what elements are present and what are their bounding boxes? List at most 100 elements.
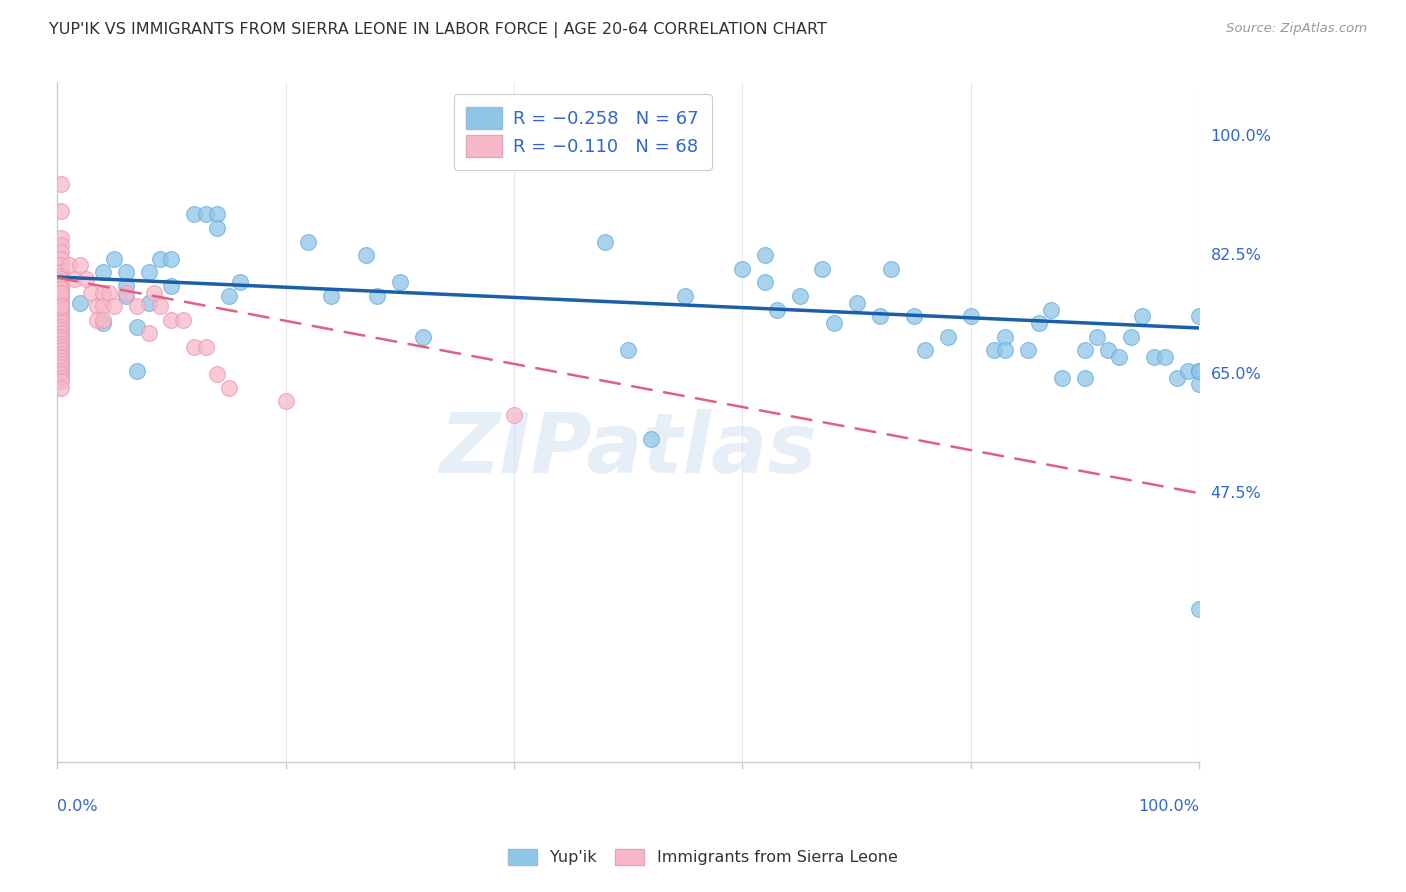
Point <box>595 235 617 249</box>
Point <box>823 316 845 330</box>
Point <box>354 248 377 262</box>
Point <box>49 343 72 358</box>
Point <box>49 319 72 334</box>
Point <box>49 310 72 324</box>
Point <box>114 285 136 300</box>
Point <box>617 343 640 358</box>
Point <box>103 299 125 313</box>
Point <box>412 330 434 344</box>
Point <box>49 381 72 395</box>
Point <box>91 299 114 313</box>
Point <box>731 261 754 276</box>
Point <box>49 299 72 313</box>
Point <box>366 289 388 303</box>
Point <box>103 252 125 266</box>
Point <box>229 276 252 290</box>
Legend: R = −0.258   N = 67, R = −0.110   N = 68: R = −0.258 N = 67, R = −0.110 N = 68 <box>454 95 711 170</box>
Point <box>49 244 72 259</box>
Point <box>994 343 1017 358</box>
Point <box>91 313 114 327</box>
Point <box>1188 377 1211 392</box>
Point <box>49 278 72 293</box>
Point <box>49 296 72 310</box>
Point <box>160 252 183 266</box>
Point <box>983 343 1005 358</box>
Point <box>1177 364 1199 378</box>
Point <box>91 285 114 300</box>
Text: 100.0%: 100.0% <box>1211 128 1271 144</box>
Point <box>1154 351 1177 365</box>
Point <box>297 235 319 249</box>
Point <box>754 276 776 290</box>
Point <box>388 276 411 290</box>
Point <box>49 364 72 378</box>
Point <box>503 408 526 422</box>
Point <box>218 289 240 303</box>
Text: 100.0%: 100.0% <box>1139 799 1199 814</box>
Point <box>138 265 160 279</box>
Point <box>69 296 91 310</box>
Point <box>114 278 136 293</box>
Point <box>49 370 72 384</box>
Point <box>183 340 205 354</box>
Point <box>194 207 217 221</box>
Text: 47.5%: 47.5% <box>1211 486 1261 500</box>
Point <box>49 330 72 344</box>
Point <box>49 306 72 320</box>
Point <box>673 289 696 303</box>
Point <box>1130 310 1153 324</box>
Point <box>49 360 72 375</box>
Point <box>127 364 149 378</box>
Point <box>114 265 136 279</box>
Point <box>49 293 72 307</box>
Point <box>49 285 72 300</box>
Point <box>49 347 72 361</box>
Text: 0.0%: 0.0% <box>58 799 98 814</box>
Point <box>903 310 925 324</box>
Point <box>58 259 80 273</box>
Point <box>1166 370 1188 384</box>
Point <box>1188 364 1211 378</box>
Point <box>765 302 787 317</box>
Point <box>1108 351 1130 365</box>
Point <box>274 394 297 409</box>
Point <box>49 340 72 354</box>
Point <box>49 282 72 296</box>
Point <box>994 330 1017 344</box>
Point <box>1052 370 1074 384</box>
Point <box>1074 343 1097 358</box>
Point <box>1188 310 1211 324</box>
Point <box>172 313 194 327</box>
Point <box>914 343 936 358</box>
Point <box>1085 330 1108 344</box>
Text: YUP'IK VS IMMIGRANTS FROM SIERRA LEONE IN LABOR FORCE | AGE 20-64 CORRELATION CH: YUP'IK VS IMMIGRANTS FROM SIERRA LEONE I… <box>49 22 827 38</box>
Point <box>97 285 120 300</box>
Point <box>143 285 166 300</box>
Point <box>49 353 72 368</box>
Point <box>880 261 903 276</box>
Point <box>1028 316 1050 330</box>
Point <box>49 177 72 191</box>
Point <box>218 381 240 395</box>
Point <box>845 296 868 310</box>
Point <box>1017 343 1039 358</box>
Point <box>811 261 834 276</box>
Point <box>49 238 72 252</box>
Point <box>160 278 183 293</box>
Point <box>91 265 114 279</box>
Point <box>114 289 136 303</box>
Point <box>49 357 72 371</box>
Point <box>754 248 776 262</box>
Point <box>86 313 108 327</box>
Point <box>160 313 183 327</box>
Text: 82.5%: 82.5% <box>1211 248 1261 263</box>
Point <box>91 316 114 330</box>
Point <box>183 207 205 221</box>
Point <box>127 299 149 313</box>
Point <box>1188 364 1211 378</box>
Point <box>49 252 72 266</box>
Point <box>789 289 811 303</box>
Point <box>138 326 160 341</box>
Point <box>49 316 72 330</box>
Point <box>86 299 108 313</box>
